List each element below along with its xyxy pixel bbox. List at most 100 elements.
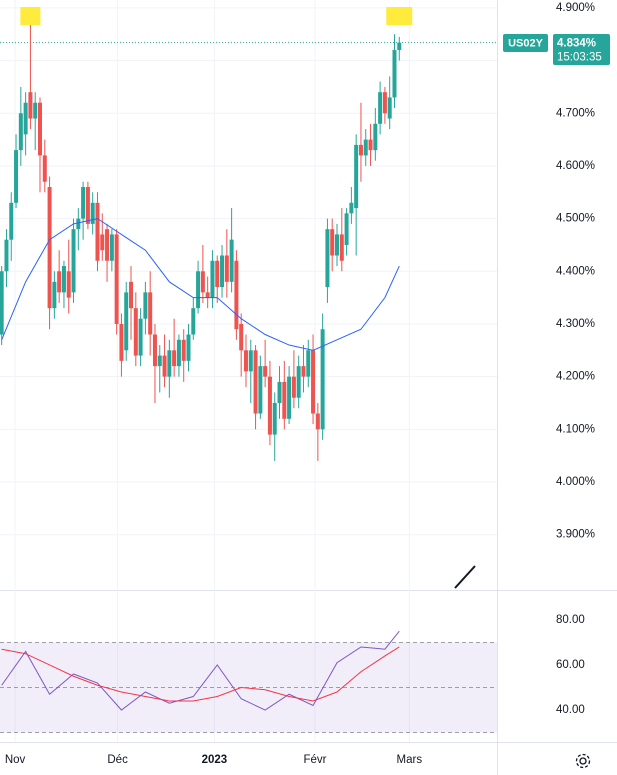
candle-body [215,260,220,288]
candle-body [220,255,225,288]
y-tick-label: 4.400% [556,265,595,277]
y-tick-label: 40.00 [556,704,585,716]
settings-icon[interactable] [575,753,591,769]
candle-body [325,229,330,288]
candle-body [263,366,268,377]
candle-body [248,350,253,372]
candle-body [100,234,105,251]
candle-body [277,381,282,403]
candle-body [148,292,153,335]
candle-body [76,218,81,230]
candle-body [315,413,320,430]
y-tick-label: 3.900% [556,529,595,541]
candle-body [368,139,373,151]
candle-body [119,323,124,361]
candle-body [105,229,110,261]
highlight-marker [386,7,413,25]
candle-body [186,334,191,361]
candle-body [172,350,177,367]
candle-body [138,318,143,356]
candle-body [61,266,66,293]
candle-body [267,376,272,435]
candle-body [85,187,90,224]
candle-body [253,350,258,414]
candle-body [382,92,387,114]
candle-body [354,144,359,209]
candle-body [167,350,172,377]
rsi-line [1,630,400,711]
candle-body [28,92,33,119]
y-tick-label: 4.000% [556,476,595,488]
price-label: 4.834% [557,38,596,50]
candle-body [200,271,205,293]
candle-body [392,50,397,98]
candle-body [143,292,148,319]
candle-body [0,271,4,335]
candle-body [272,402,277,435]
candle-body [52,281,57,309]
candle-body [397,42,402,51]
x-tick-label: Mars [397,754,423,766]
candle-body [181,339,186,361]
candle-body [344,213,349,245]
y-tick-label: 4.500% [556,213,595,225]
price-label-bg [553,34,610,65]
candle-body [301,366,306,377]
y-tick-label: 4.600% [556,160,595,172]
candle-body [234,260,239,330]
highlight-marker [20,7,41,25]
candle-body [282,381,287,419]
y-tick-label: 4.700% [556,107,595,119]
candle-body [387,97,392,119]
candle-body [47,187,52,309]
symbol-label: US02Y [508,37,544,49]
candle-body [373,123,378,151]
candle-body [296,366,301,398]
candle-body [66,271,71,298]
moving-average-line [1,218,400,351]
candle-body [229,239,234,282]
candle-body [191,308,196,335]
y-tick-label: 80.00 [556,614,585,626]
y-tick-label: 4.200% [556,371,595,383]
y-tick-label: 4.900% [556,2,595,14]
candle-body [330,229,335,256]
candle-body [196,271,201,309]
candle-body [205,292,210,298]
candle-body [335,234,340,256]
candle-body [224,255,229,282]
candle-body [14,150,19,203]
candle-body [4,239,9,272]
x-tick-label: 2023 [202,754,228,766]
candle-body [239,323,244,351]
candle-body [291,376,296,398]
y-tick-label: 4.100% [556,423,595,435]
candle-body [9,202,14,240]
candle-body [71,229,76,293]
candle-body [152,334,157,367]
candle-body [124,292,129,351]
candle-body [363,139,368,156]
candle-body [311,350,316,414]
candle-body [114,234,119,324]
candle-body [133,308,138,356]
candle-body [157,355,162,367]
candle-body [33,102,38,119]
candle-body [129,281,134,309]
candle-body [258,366,263,414]
candle-body [349,202,354,214]
candle-body [210,260,215,298]
candle-body [42,155,47,182]
y-tick-label: 60.00 [556,659,585,671]
candle-body [287,376,292,419]
candle-body [378,92,383,124]
candle-body [358,144,363,156]
candle-body [57,271,62,293]
drawing-trendline[interactable] [454,565,476,589]
candle-body [162,355,167,377]
candle-body [95,202,100,261]
candle-body [243,350,248,372]
candle-body [37,102,42,156]
